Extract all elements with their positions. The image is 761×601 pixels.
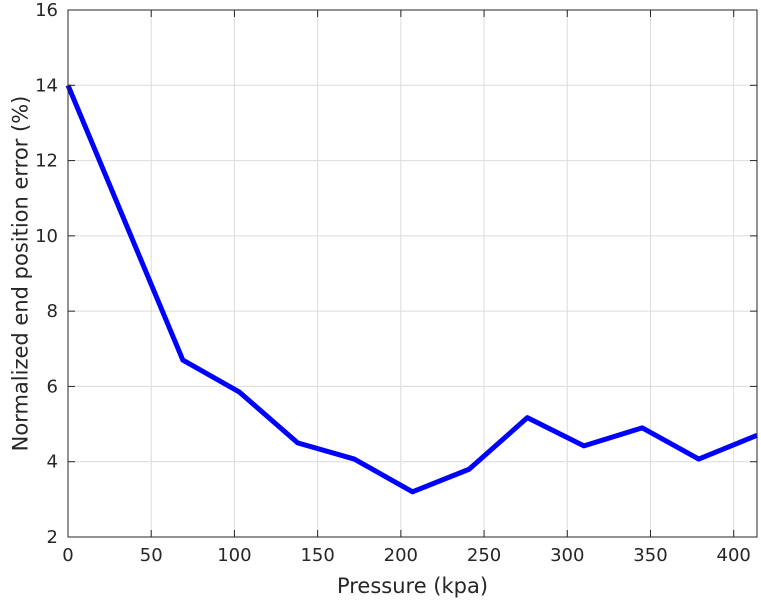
x-tick-label: 200 — [384, 545, 418, 566]
series-line — [65, 84, 758, 495]
y-tick-label: 14 — [35, 75, 58, 96]
x-tick-label: 250 — [467, 545, 501, 566]
y-axis-label: Normalized end position error (%) — [8, 96, 32, 452]
y-tick-label: 6 — [47, 376, 58, 397]
series-layer — [65, 84, 758, 495]
y-tick-label: 2 — [47, 527, 58, 548]
plot-frame — [67, 9, 758, 538]
y-tick-label: 16 — [35, 0, 58, 21]
x-tick-label: 400 — [717, 545, 751, 566]
x-tick-label: 350 — [633, 545, 667, 566]
y-tick-label: 8 — [47, 301, 58, 322]
y-tick-label: 10 — [35, 226, 58, 247]
grid — [67, 9, 757, 538]
y-tick-label: 12 — [35, 151, 58, 172]
x-tick-label: 100 — [217, 545, 251, 566]
x-tick-label: 150 — [300, 545, 334, 566]
y-tick-label: 4 — [47, 452, 58, 473]
x-tick-label: 300 — [550, 545, 584, 566]
x-tick-label: 50 — [140, 545, 163, 566]
x-tick-label: 0 — [62, 545, 73, 566]
x-axis-label: Pressure (kpa) — [337, 574, 488, 598]
ticks: 0 50 100 150 200 250 300 350 400 2 4 6 8 10 12 14 16 — [35, 0, 757, 566]
